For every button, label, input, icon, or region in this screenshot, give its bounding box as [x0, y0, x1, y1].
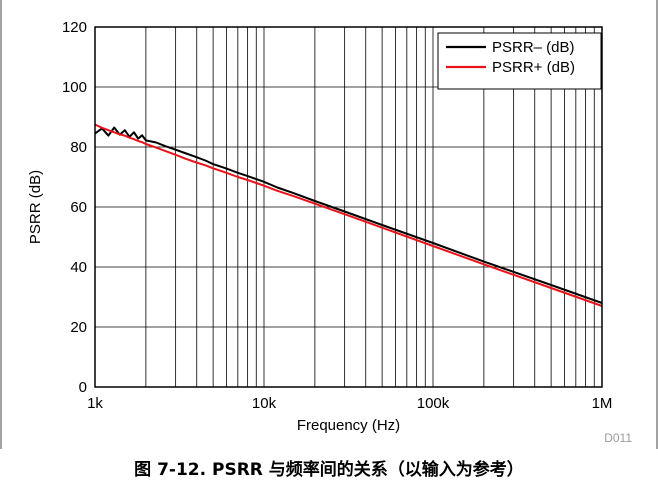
y-tick-label: 20 [70, 319, 87, 336]
y-tick-label: 80 [70, 139, 87, 156]
y-tick-label: 40 [70, 259, 87, 276]
x-tick-label: 1k [87, 395, 103, 412]
plot-border [94, 26, 603, 388]
y-tick-label: 120 [62, 19, 87, 36]
x-tick-label: 1M [592, 395, 613, 412]
tick-labels: 1k 10k 100k 1M 0 20 40 60 80 100 120 [62, 19, 612, 412]
legend-label: PSRR– (dB) [492, 39, 575, 56]
series-line-1 [94, 126, 603, 304]
y-tick-label: 100 [62, 79, 87, 96]
x-tick-label: 100k [417, 395, 450, 412]
figure-code: D011 [604, 431, 632, 445]
legend: PSRR– (dB) PSRR+ (dB) [437, 32, 602, 90]
x-tick-label: 10k [252, 395, 277, 412]
y-tick-label: 60 [70, 199, 87, 216]
series-layer [94, 123, 603, 307]
x-axis-label: Frequency (Hz) [297, 417, 400, 434]
legend-label: PSRR+ (dB) [492, 59, 575, 76]
y-axis-label: PSRR (dB) [27, 170, 44, 244]
y-tick-label: 0 [79, 379, 87, 396]
grid [95, 27, 602, 387]
series-line-2 [94, 123, 603, 307]
figure-caption: 图 7-12. PSRR 与频率间的关系（以输入为参考） [134, 460, 524, 480]
legend-box [437, 32, 602, 90]
